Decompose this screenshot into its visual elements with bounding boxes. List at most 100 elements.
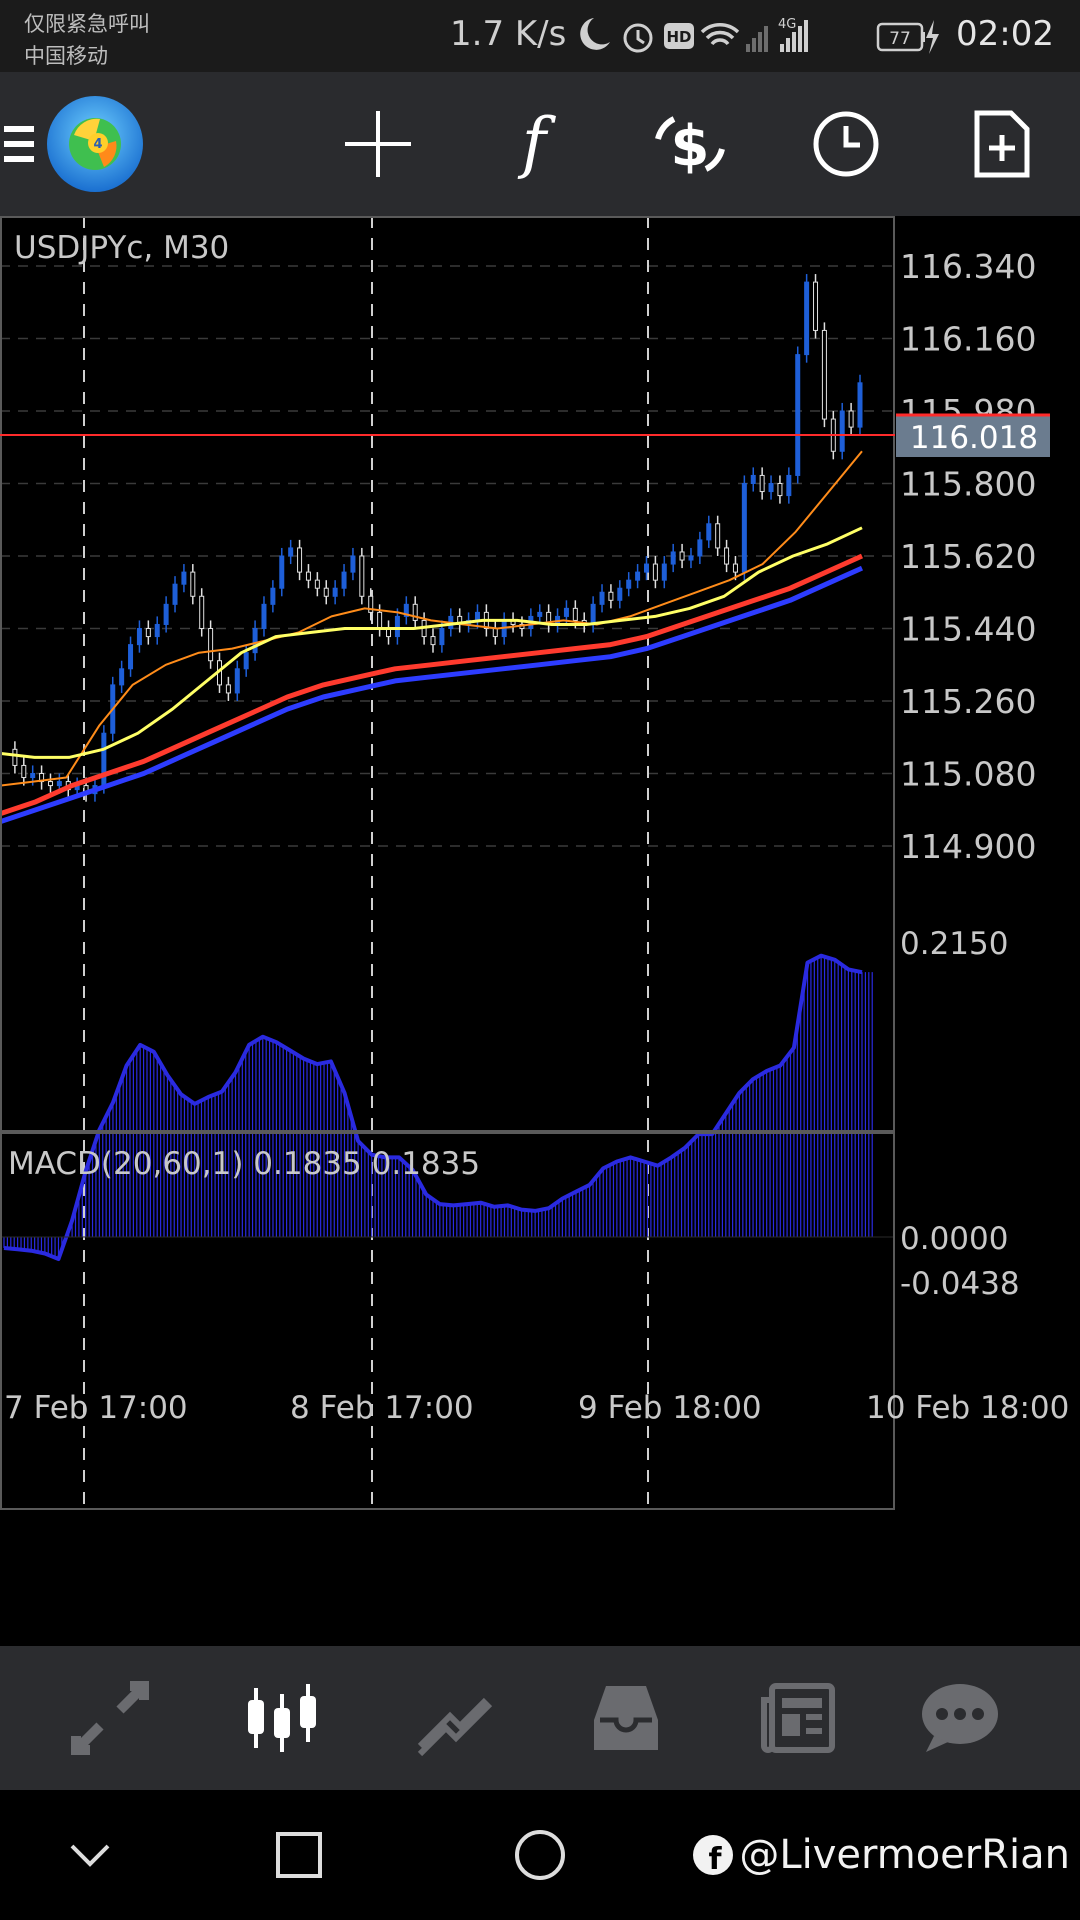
candle-body bbox=[252, 628, 258, 654]
candle-body bbox=[652, 563, 658, 581]
candle-body bbox=[750, 474, 756, 485]
candle-body bbox=[234, 668, 240, 694]
battery-icon: 77 bbox=[876, 22, 925, 52]
nav-history[interactable] bbox=[556, 1646, 696, 1790]
trade-icon: $ bbox=[655, 114, 725, 179]
time-axis-label: 9 Feb 18:00 bbox=[578, 1390, 762, 1426]
candle-body bbox=[163, 603, 169, 625]
symbol-label: USDJPYc, M30 bbox=[14, 230, 229, 266]
candle-body bbox=[804, 281, 810, 356]
price-axis-label: 115.440 bbox=[900, 610, 1036, 649]
candle-body bbox=[786, 474, 792, 497]
candle-body bbox=[590, 603, 596, 625]
signal-icon bbox=[780, 20, 808, 52]
main-chart-frame bbox=[0, 216, 895, 1132]
candle-body bbox=[190, 571, 196, 597]
circle-icon bbox=[515, 1830, 565, 1880]
candle-body bbox=[635, 571, 641, 581]
candle-body bbox=[21, 764, 27, 779]
candle-body bbox=[172, 583, 178, 605]
candle-body bbox=[537, 611, 543, 617]
menu-button[interactable] bbox=[0, 72, 40, 216]
nav-chat[interactable] bbox=[890, 1646, 1030, 1790]
candle-body bbox=[288, 547, 294, 557]
candle-body bbox=[563, 607, 569, 617]
candle-body bbox=[314, 579, 320, 589]
svg-text:f: f bbox=[709, 1842, 723, 1877]
nav-chart[interactable] bbox=[212, 1646, 352, 1790]
candle-body bbox=[12, 748, 18, 766]
timeframe-icon bbox=[813, 111, 879, 177]
candle-body bbox=[368, 595, 374, 613]
svg-text:4: 4 bbox=[93, 137, 102, 152]
svg-text:HD: HD bbox=[666, 28, 691, 46]
candle-body bbox=[439, 628, 445, 646]
price-axis-label: 115.620 bbox=[900, 537, 1036, 576]
macd-label: MACD(20,60,1) 0.1835 0.1835 bbox=[8, 1146, 480, 1182]
candle-body bbox=[821, 329, 827, 420]
candle-body bbox=[661, 563, 667, 581]
chart-canvas[interactable]: USDJPYc, M30 116.340116.160115.980115.80… bbox=[0, 216, 1080, 1646]
new-order-button[interactable] bbox=[954, 72, 1050, 216]
candle-body bbox=[430, 636, 436, 646]
svg-text:$: $ bbox=[671, 114, 710, 179]
recents-button[interactable] bbox=[270, 1826, 330, 1890]
alarm-icon bbox=[623, 23, 653, 53]
crosshair-button[interactable] bbox=[330, 72, 426, 216]
network-type: 4G bbox=[778, 17, 796, 32]
candle-body bbox=[617, 587, 623, 601]
candle-body bbox=[741, 483, 747, 573]
history-icon bbox=[594, 1686, 658, 1750]
candle-body bbox=[474, 611, 480, 621]
watermark: f @LivermoerRian bbox=[691, 1832, 1070, 1878]
chart-area[interactable]: USDJPYc, M30 116.340 116.160 115.980 115.80… bbox=[0, 216, 1080, 1646]
wifi-icon bbox=[700, 23, 740, 46]
candle-body bbox=[688, 555, 694, 561]
candle-body bbox=[768, 483, 774, 493]
ma-line-1 bbox=[0, 526, 863, 759]
ma-line-3 bbox=[0, 565, 864, 825]
candle-body bbox=[243, 652, 249, 670]
candle-body bbox=[697, 539, 703, 557]
nav-quotes[interactable] bbox=[40, 1646, 180, 1790]
candle-body bbox=[181, 571, 187, 585]
candle-body bbox=[47, 781, 53, 787]
bottom-navigation bbox=[0, 1646, 1080, 1790]
clock: 02:02 bbox=[956, 14, 1054, 54]
candle-body bbox=[261, 603, 267, 630]
back-button[interactable] bbox=[60, 1826, 120, 1890]
candle-body bbox=[279, 555, 285, 589]
svg-text:f: f bbox=[517, 109, 557, 179]
metatrader4-logo: 4 bbox=[47, 96, 143, 192]
candle-body bbox=[341, 571, 347, 589]
candle-body bbox=[848, 410, 854, 428]
candle-body bbox=[599, 591, 605, 605]
home-button[interactable] bbox=[510, 1826, 570, 1890]
candle-body bbox=[305, 571, 311, 581]
indicators-button[interactable]: f bbox=[486, 72, 582, 216]
signal-empty-icon bbox=[746, 26, 768, 52]
candle-body bbox=[679, 551, 685, 561]
macd-axis-label: 0.2150 bbox=[900, 926, 1008, 962]
candle-body bbox=[626, 579, 632, 589]
candle-body bbox=[154, 623, 160, 638]
time-axis-label: 8 Feb 17:00 bbox=[290, 1390, 474, 1426]
candle-body bbox=[323, 587, 329, 597]
nav-trade[interactable] bbox=[384, 1646, 524, 1790]
nav-news[interactable] bbox=[728, 1646, 868, 1790]
candle-body bbox=[332, 587, 338, 597]
chat-icon bbox=[922, 1684, 998, 1752]
carrier-name: 中国移动 bbox=[24, 44, 108, 68]
macd-axis-label: -0.0438 bbox=[900, 1266, 1020, 1302]
chevron-down-icon bbox=[70, 1844, 110, 1867]
timeframe-button[interactable] bbox=[798, 72, 894, 216]
price-axis-label: 114.900 bbox=[900, 827, 1036, 866]
candle-body bbox=[670, 551, 676, 565]
candle-body bbox=[724, 547, 730, 565]
moon-icon bbox=[580, 18, 610, 50]
network-speed: 1.7 K/s bbox=[450, 14, 567, 54]
price-axis-label: 115.800 bbox=[900, 465, 1036, 504]
news-icon bbox=[761, 1683, 835, 1753]
trade-button[interactable]: $ bbox=[642, 72, 738, 216]
candle-body bbox=[759, 474, 765, 493]
